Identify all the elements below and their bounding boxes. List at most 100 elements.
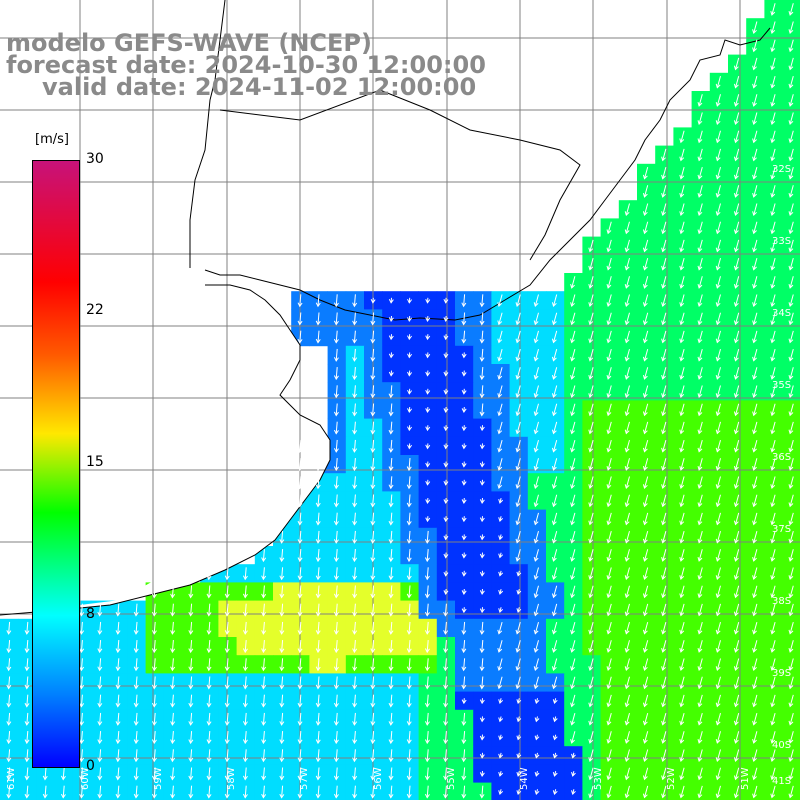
wind-arrow	[698, 385, 703, 398]
wind-arrow	[589, 276, 594, 289]
wind-arrow	[607, 494, 612, 507]
wind-arrow	[208, 676, 211, 689]
wind-arrow	[662, 676, 667, 689]
wind-arrow	[789, 439, 794, 452]
wind-arrow	[607, 658, 612, 671]
wind-arrow-head	[24, 739, 30, 745]
wind-arrow-head	[715, 320, 721, 326]
wind-arrow-head	[533, 629, 539, 635]
wind-arrow-head	[697, 738, 703, 744]
wind-arrow-head	[752, 156, 757, 162]
wind-arrow	[789, 767, 794, 780]
wind-arrow-head	[551, 302, 557, 308]
wind-arrow-head	[443, 371, 449, 377]
wind-arrow	[753, 21, 758, 34]
wind-arrow-head	[188, 757, 194, 763]
wind-arrow	[481, 330, 484, 343]
wind-arrow-head	[407, 408, 413, 413]
wind-arrow	[534, 458, 539, 471]
wind-arrow	[262, 785, 265, 798]
wind-arrow	[644, 239, 649, 252]
wind-arrow-head	[479, 411, 485, 417]
wind-arrow-head	[661, 247, 666, 253]
wind-arrow-head	[333, 502, 339, 508]
wind-arrow-head	[570, 447, 575, 453]
wind-arrow-head	[606, 484, 612, 490]
wind-arrow-head	[497, 338, 503, 344]
wind-arrow	[680, 330, 685, 343]
wind-arrow-head	[533, 684, 539, 690]
wind-arrow-head	[679, 702, 685, 708]
wind-arrow	[498, 458, 503, 471]
wind-arrow-head	[788, 611, 794, 617]
coastline-north	[204, 27, 771, 321]
wind-arrow-head	[733, 775, 739, 781]
wind-arrow-head	[570, 356, 575, 362]
wind-arrow	[171, 640, 174, 653]
wind-arrow-head	[533, 374, 539, 380]
wind-arrow	[353, 530, 356, 543]
wind-arrow	[135, 694, 138, 707]
wind-arrow	[553, 348, 558, 361]
wind-arrow	[625, 385, 630, 398]
wind-arrow-head	[661, 775, 666, 781]
wind-arrow-head	[479, 793, 485, 799]
wind-arrow	[80, 640, 83, 653]
wind-arrow	[408, 585, 411, 598]
wind-arrow-head	[642, 356, 648, 362]
wind-arrow-head	[352, 466, 358, 472]
wind-arrow	[372, 367, 375, 380]
wind-arrow	[426, 585, 429, 598]
wind-arrow-head	[498, 608, 504, 614]
wind-arrow-head	[788, 320, 794, 326]
wind-arrow-head	[770, 720, 776, 726]
wind-arrow	[553, 549, 558, 562]
wind-arrow	[644, 403, 649, 416]
wind-arrow	[716, 130, 721, 143]
wind-arrow-head	[151, 593, 157, 599]
wind-arrow	[226, 767, 229, 780]
wind-arrow	[426, 640, 429, 653]
longitude-label: 56W	[373, 767, 384, 790]
wind-arrow-head	[588, 411, 594, 417]
wind-arrow	[698, 148, 703, 161]
wind-arrow	[571, 640, 576, 653]
wind-arrow-head	[770, 138, 776, 144]
wind-arrow-head	[352, 338, 358, 344]
wind-arrow	[662, 476, 667, 489]
wind-arrow	[299, 640, 302, 653]
wind-arrow-head	[606, 465, 612, 471]
wind-arrow	[481, 294, 484, 307]
wind-arrow-head	[479, 666, 485, 672]
wind-arrow-head	[661, 229, 666, 235]
wind-arrow	[662, 458, 667, 471]
wind-arrow-head	[443, 666, 449, 672]
wind-arrow-head	[479, 426, 485, 432]
wind-arrow-head	[606, 793, 612, 799]
wind-arrow-head	[679, 502, 685, 508]
wind-arrow-head	[279, 557, 285, 563]
wind-arrow	[680, 403, 685, 416]
wind-arrow-head	[79, 793, 85, 799]
wind-arrow-head	[315, 539, 321, 544]
wind-arrow	[680, 530, 685, 543]
wind-arrow	[625, 203, 630, 216]
wind-arrow-head	[733, 265, 739, 271]
wind-arrow-head	[479, 735, 485, 741]
wind-arrow	[281, 712, 284, 725]
wind-arrow-head	[679, 647, 685, 653]
wind-arrow-head	[606, 338, 612, 344]
wind-arrow-head	[697, 120, 703, 126]
wind-arrow	[735, 367, 740, 380]
wind-arrow	[607, 712, 612, 725]
wind-arrow-head	[788, 666, 794, 672]
wind-arrow	[317, 785, 320, 798]
wind-arrow-head	[642, 575, 648, 581]
wind-arrow-head	[498, 517, 504, 523]
wind-arrow	[735, 767, 740, 780]
wind-arrow-head	[679, 465, 685, 471]
wind-arrow-head	[697, 775, 703, 781]
wind-arrow-head	[188, 684, 194, 690]
wind-arrow-head	[642, 538, 648, 544]
wind-arrow-head	[733, 156, 739, 162]
